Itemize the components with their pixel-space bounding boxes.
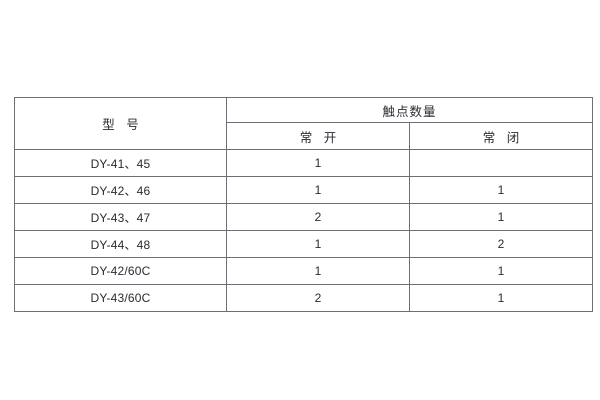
table-row: DY-42/60C 1 1 — [14, 257, 594, 285]
table-row: DY-43/60C 2 1 — [14, 284, 594, 312]
cell-normally-closed: 2 — [408, 230, 594, 258]
cell-normally-closed: 1 — [408, 176, 594, 204]
table-header-row-2: 常 开 常 闭 — [15, 122, 594, 150]
table-row: DY-43、47 2 1 — [14, 203, 594, 231]
cell-normally-open: 2 — [226, 203, 410, 231]
cell-model: DY-42、46 — [14, 176, 227, 204]
cell-model: DY-41、45 — [14, 149, 227, 177]
cell-normally-open: 1 — [226, 257, 410, 285]
cell-model: DY-43、47 — [14, 203, 227, 231]
cell-normally-closed — [408, 149, 594, 177]
cell-model: DY-42/60C — [14, 257, 227, 285]
cell-normally-open: 2 — [226, 284, 410, 312]
table-header-row-1: 型 号 触点数量 — [14, 97, 594, 150]
cell-normally-closed: 1 — [408, 257, 594, 285]
contact-quantity-table: 型 号 触点数量 常 开 常 闭 DY-41、45 1 DY-42、46 1 1 — [14, 97, 594, 312]
table-header: 型 号 触点数量 常 开 常 闭 — [14, 97, 594, 150]
cell-normally-closed: 1 — [408, 203, 594, 231]
column-header-contact-quantity: 触点数量 — [225, 97, 594, 123]
table-row: DY-42、46 1 1 — [14, 176, 594, 204]
spec-table-container: 型 号 触点数量 常 开 常 闭 DY-41、45 1 DY-42、46 1 1 — [14, 97, 594, 312]
column-header-normally-closed: 常 闭 — [408, 122, 594, 150]
cell-normally-open: 1 — [226, 149, 410, 177]
table-body: DY-41、45 1 DY-42、46 1 1 DY-43、47 2 1 DY-… — [14, 149, 594, 312]
column-header-model: 型 号 — [14, 97, 227, 150]
cell-normally-open: 1 — [226, 230, 410, 258]
table-row: DY-41、45 1 — [14, 149, 594, 177]
table-row: DY-44、48 1 2 — [14, 230, 594, 258]
cell-model: DY-44、48 — [14, 230, 227, 258]
cell-normally-open: 1 — [226, 176, 410, 204]
column-header-normally-open: 常 开 — [226, 122, 410, 150]
cell-model: DY-43/60C — [14, 284, 227, 312]
cell-normally-closed: 1 — [408, 284, 594, 312]
